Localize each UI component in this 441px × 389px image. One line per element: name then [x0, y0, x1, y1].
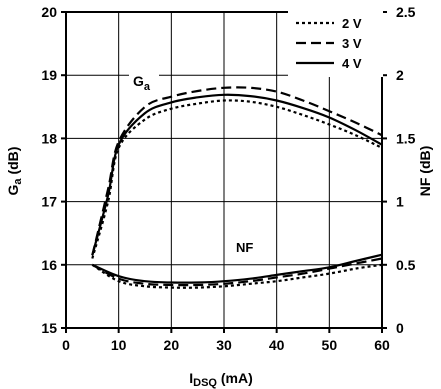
- nf-annotation: NF: [236, 240, 253, 255]
- y-right-tick-label: 0: [396, 320, 404, 336]
- ga-annotation-bg: [129, 70, 159, 92]
- series-ga-2v: [91, 99, 383, 259]
- x-tick-label: 40: [269, 337, 285, 353]
- y-right-tick-label: 0.5: [396, 257, 416, 273]
- y-left-tick-label: 20: [41, 4, 57, 20]
- series-ga-4v: [91, 93, 383, 256]
- series-nf-3v: [91, 257, 383, 287]
- legend-label-3v: 3 V: [342, 36, 362, 51]
- x-tick-label: 50: [322, 337, 338, 353]
- y-right-tick-label: 2: [396, 67, 404, 83]
- series-ga-3v: [91, 86, 383, 256]
- tick-marks: [61, 11, 387, 333]
- y-right-tick-label: 1: [396, 194, 404, 210]
- y-left-label: Ga (dB): [5, 147, 24, 196]
- y-right-tick-label: 2.5: [396, 4, 416, 20]
- y-right-label: NF (dB): [417, 146, 433, 197]
- legend: 2 V 3 V 4 V: [288, 11, 383, 77]
- x-tick-label: 10: [111, 337, 127, 353]
- x-tick-label: 0: [62, 337, 70, 353]
- nf-annotation-bg: [232, 237, 262, 257]
- y-left-tick-label: 17: [41, 194, 57, 210]
- x-axis-label: IDSQ (mA): [189, 370, 253, 389]
- y-left-tick-label: 16: [41, 257, 57, 273]
- y-left-tick-label: 15: [41, 320, 57, 336]
- y-left-tick-label: 19: [41, 67, 57, 83]
- legend-label-4v: 4 V: [342, 56, 362, 71]
- curves: [91, 86, 383, 289]
- series-nf-4v: [91, 253, 383, 284]
- y-right-tick-label: 1.5: [396, 130, 416, 146]
- x-tick-label: 20: [164, 337, 180, 353]
- x-tick-label: 30: [216, 337, 232, 353]
- series-nf-2v: [91, 263, 383, 289]
- y-left-tick-label: 18: [41, 130, 57, 146]
- ga-annotation: Ga: [133, 73, 151, 93]
- x-tick-label: 60: [374, 337, 390, 353]
- tick-labels: 0 10 20 30 40 50 60 15 16 17 18 19 20 0 0.5 1 1.5 2 2.5: [41, 4, 415, 353]
- legend-label-2v: 2 V: [342, 16, 362, 31]
